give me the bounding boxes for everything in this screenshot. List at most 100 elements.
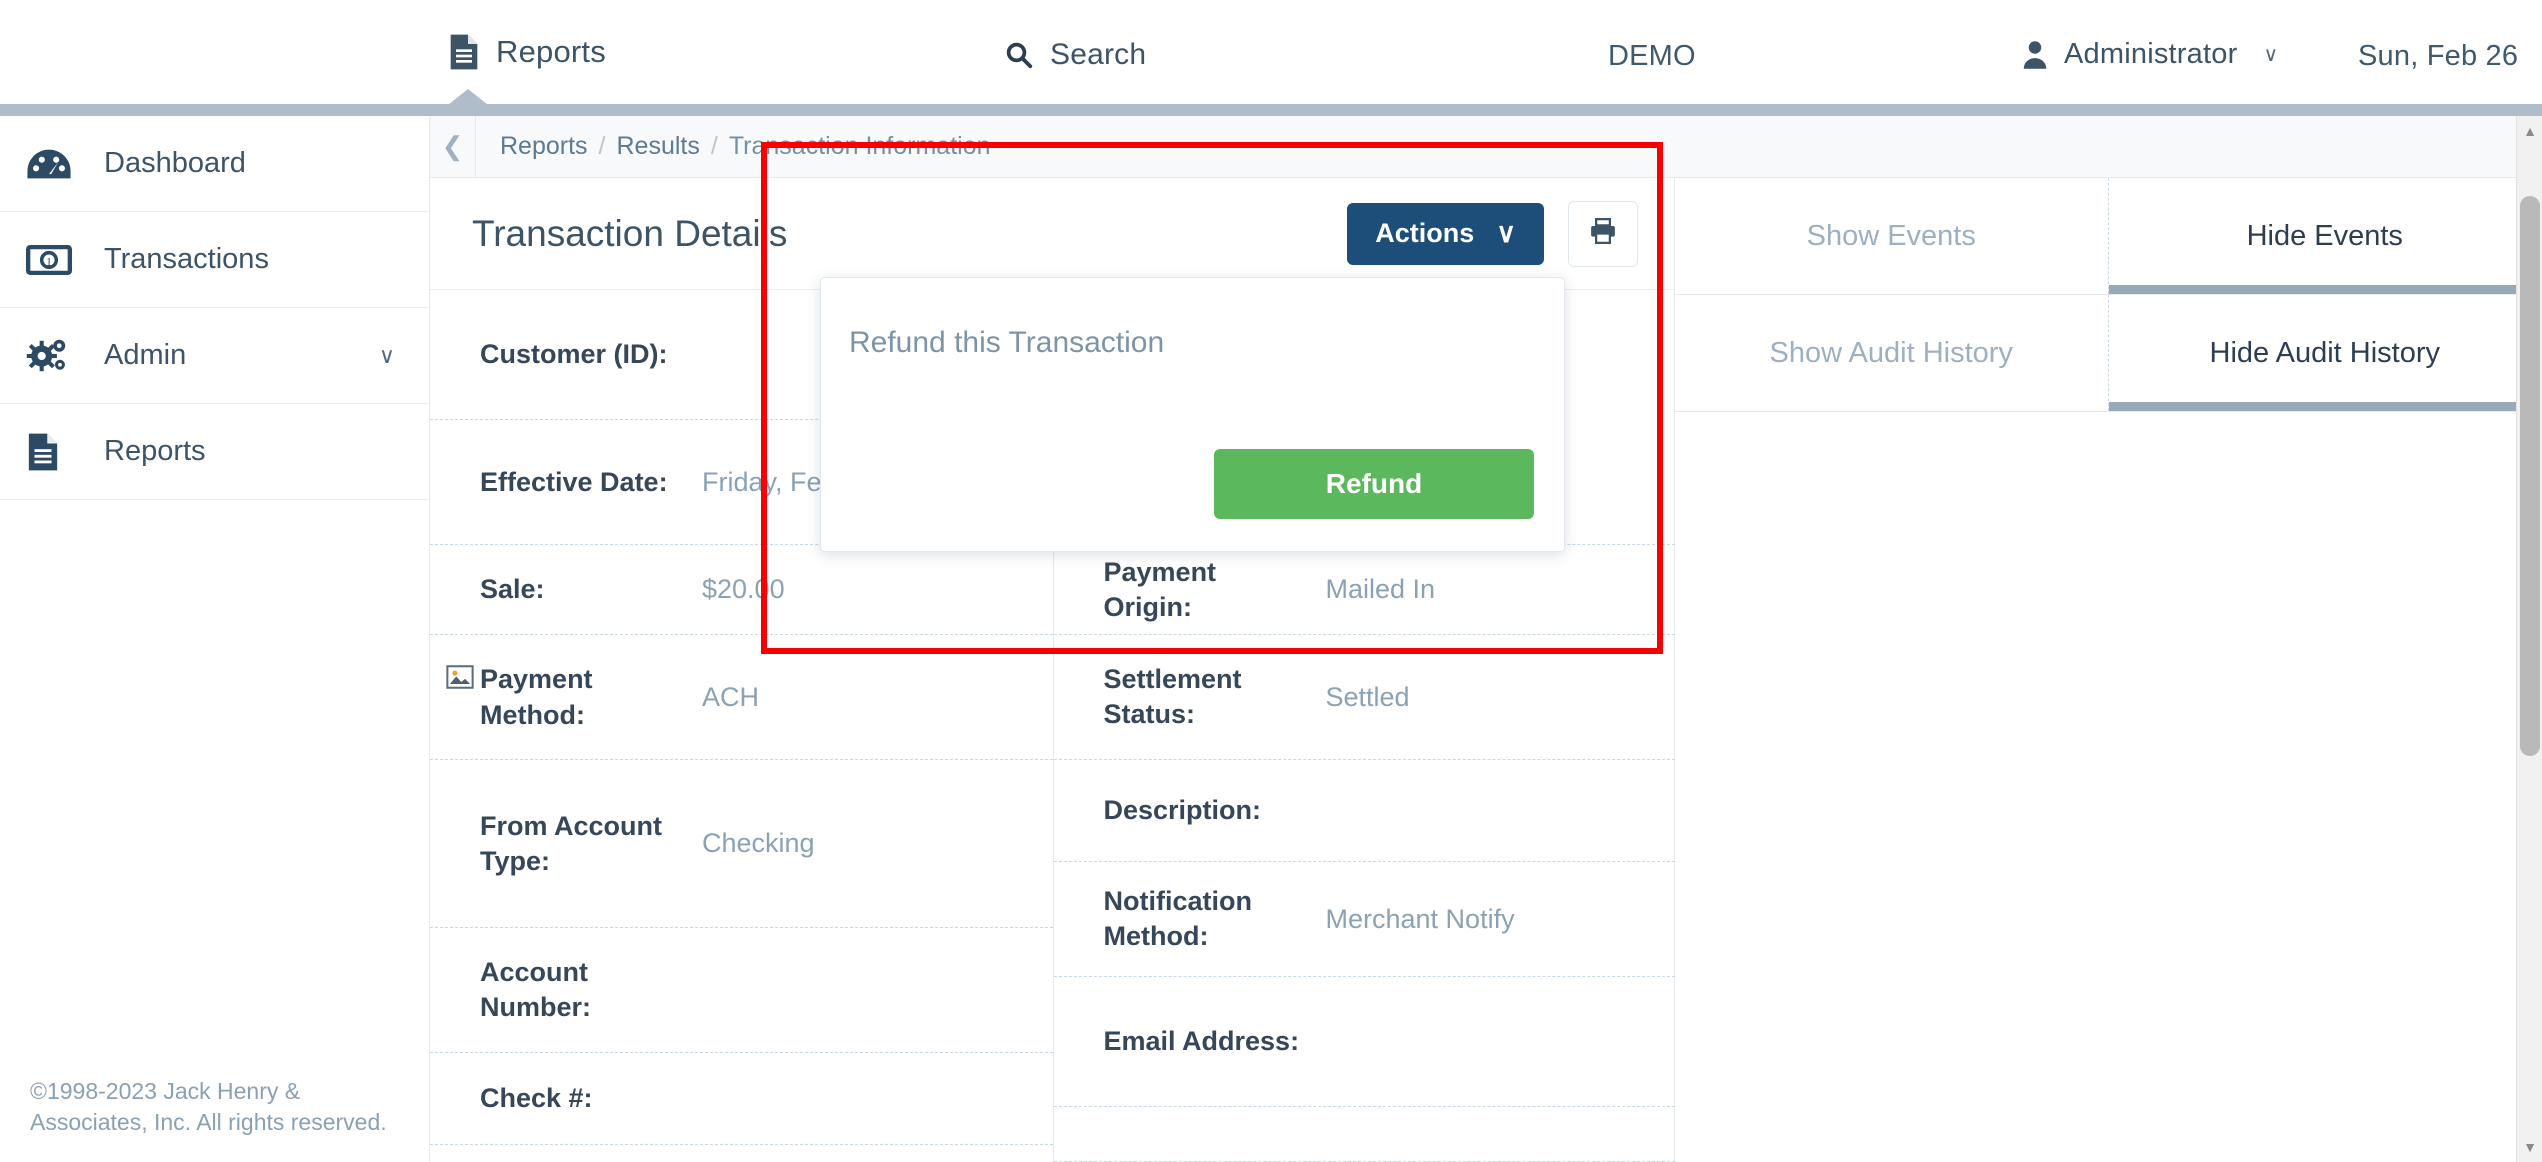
- detail-row-email-address: Email Address:: [1053, 977, 1675, 1107]
- user-avatar-icon: [2022, 40, 2048, 70]
- svg-text:1: 1: [46, 256, 52, 268]
- detail-label: Payment Origin:: [1103, 556, 1217, 622]
- printer-icon: [1588, 216, 1618, 251]
- actions-dropdown-popover: Refund this Transaction Refund: [820, 277, 1565, 552]
- search-icon: [1004, 40, 1034, 70]
- banknote-icon: 1: [26, 243, 82, 277]
- detail-row-from-account-type: From Account Type: Checking: [430, 760, 1053, 928]
- scroll-up-arrow[interactable]: ▲: [2523, 123, 2537, 139]
- sidebar-item-dashboard-label: Dashboard: [104, 147, 246, 179]
- detail-label: Description:: [1103, 795, 1262, 826]
- chevron-down-icon: ∨: [2263, 44, 2279, 66]
- topnav-search[interactable]: Search: [1004, 38, 1146, 72]
- gauge-icon: [26, 147, 82, 181]
- sidebar: Dashboard 1 Transactions: [0, 116, 430, 1162]
- org-name: DEMO: [1608, 40, 1696, 73]
- breadcrumb-separator: /: [710, 132, 718, 160]
- org-name-label: DEMO: [1608, 40, 1696, 72]
- header-divider: [0, 89, 2542, 116]
- breadcrumb-bar: ❮ Reports / Results / Transaction Inform…: [430, 116, 2542, 178]
- events-panel: Show Events Hide Events Show Audit Histo…: [1675, 178, 2542, 1162]
- detail-row-customer-id: Customer (ID):: [430, 290, 1053, 420]
- detail-row-payment-origin: Payment Origin: Mailed In: [1053, 545, 1675, 635]
- detail-row-settlement-status: Settlement Status: Settled: [1053, 635, 1675, 760]
- hide-events-button[interactable]: Hide Events: [2107, 178, 2542, 294]
- scrollbar-thumb[interactable]: [2520, 196, 2540, 756]
- broken-image-icon: [446, 663, 474, 698]
- current-date: Sun, Feb 26: [2358, 40, 2518, 73]
- detail-row-payment-method: Payment Method: ACH: [430, 635, 1053, 760]
- transaction-details-panel: Transaction Details Actions ∨: [430, 178, 1675, 1162]
- details-column-right: Payment Origin: Mailed In Settlement Sta…: [1052, 290, 1675, 1162]
- actions-button[interactable]: Actions ∨: [1347, 202, 1544, 265]
- hide-audit-history-button[interactable]: Hide Audit History: [2107, 295, 2542, 411]
- detail-label: From Account Type:: [480, 810, 662, 876]
- current-date-label: Sun, Feb 26: [2358, 40, 2519, 72]
- topnav-reports[interactable]: Reports: [448, 33, 606, 71]
- detail-value: $20.00: [702, 574, 785, 604]
- user-menu-label: Administrator: [2064, 38, 2238, 70]
- detail-label: Account Number:: [480, 957, 592, 1022]
- topnav-search-label: Search: [1050, 38, 1147, 71]
- detail-label: Effective Date:: [480, 466, 668, 497]
- detail-label: Payment Method:: [446, 662, 680, 733]
- detail-row-partial: [1053, 1107, 1675, 1162]
- breadcrumb-item-current: Transaction Information: [728, 132, 991, 160]
- detail-row-account-number: Account Number:: [430, 928, 1053, 1053]
- user-menu[interactable]: Administrator ∨: [2022, 38, 2278, 71]
- actions-button-label: Actions: [1375, 218, 1475, 248]
- detail-label-text: Payment Method:: [480, 663, 593, 730]
- breadcrumb-item-results[interactable]: Results: [616, 132, 700, 160]
- page-title: Transaction Details: [472, 212, 788, 254]
- detail-row-sale: Sale: $20.00: [430, 545, 1053, 635]
- detail-label: Notification Method:: [1103, 886, 1253, 951]
- detail-label: Sale:: [480, 574, 545, 605]
- detail-value: Merchant Notify: [1325, 903, 1515, 934]
- show-audit-history-button[interactable]: Show Audit History: [1769, 336, 2013, 369]
- detail-row-description: Description:: [1053, 760, 1675, 862]
- detail-label: Email Address:: [1103, 1026, 1300, 1057]
- events-toggle-block: Show Events Hide Events: [1675, 178, 2542, 295]
- sidebar-item-reports[interactable]: Reports: [0, 404, 429, 500]
- breadcrumb-item-reports[interactable]: Reports: [500, 132, 588, 160]
- detail-value: Mailed In: [1325, 574, 1436, 604]
- document-report-icon: [448, 33, 480, 71]
- detail-value: Settled: [1325, 681, 1410, 712]
- events-toggle-row: Show Events Hide Events: [1675, 178, 2542, 294]
- sidebar-item-dashboard[interactable]: Dashboard: [0, 116, 429, 212]
- gears-icon: [26, 337, 82, 375]
- detail-label: Settlement Status:: [1103, 664, 1242, 729]
- sidebar-item-reports-label: Reports: [104, 435, 206, 467]
- sidebar-item-admin[interactable]: Admin ∨: [0, 308, 429, 404]
- details-grid: Customer (ID): Effective Date: Friday, F…: [430, 290, 1675, 1162]
- active-nav-pointer: [448, 89, 488, 105]
- copyright-footer: ©1998-2023 Jack Henry & Associates, Inc.…: [30, 1077, 387, 1135]
- panel-header: Transaction Details Actions ∨: [430, 178, 1674, 290]
- topnav-reports-label: Reports: [496, 34, 606, 69]
- detail-value: Checking: [702, 828, 815, 858]
- chevron-left-icon[interactable]: ❮: [430, 116, 476, 177]
- refund-popover-title: Refund this Transaction: [849, 326, 1165, 359]
- chevron-down-icon: ∨: [1496, 218, 1516, 248]
- audit-toggle-block: Show Audit History Hide Audit History: [1675, 295, 2542, 412]
- detail-value: ACH: [702, 681, 760, 712]
- show-events-button[interactable]: Show Events: [1806, 219, 1976, 252]
- detail-row-notification-method: Notification Method: Merchant Notify: [1053, 862, 1675, 977]
- sidebar-item-admin-label: Admin: [104, 339, 187, 371]
- detail-row-check-number: Check #:: [430, 1053, 1053, 1145]
- top-header: Reports Search DEMO Administrator ∨: [0, 0, 2542, 104]
- breadcrumb: Reports / Results / Transaction Informat…: [476, 132, 991, 161]
- document-report-icon: [26, 432, 82, 472]
- chevron-down-icon[interactable]: ∨: [378, 342, 395, 368]
- print-button[interactable]: [1568, 200, 1638, 267]
- sidebar-item-transactions[interactable]: 1 Transactions: [0, 212, 429, 308]
- detail-label: Check #:: [480, 1083, 593, 1114]
- page-scrollbar[interactable]: ▲ ▼: [2516, 116, 2542, 1162]
- content-area: ❮ Reports / Results / Transaction Inform…: [430, 116, 2542, 1162]
- scroll-down-arrow[interactable]: ▼: [2523, 1139, 2537, 1155]
- sidebar-item-transactions-label: Transactions: [104, 243, 269, 275]
- detail-label: Customer (ID):: [480, 339, 668, 370]
- details-column-left: Customer (ID): Effective Date: Friday, F…: [430, 290, 1053, 1162]
- refund-button[interactable]: Refund: [1214, 449, 1534, 519]
